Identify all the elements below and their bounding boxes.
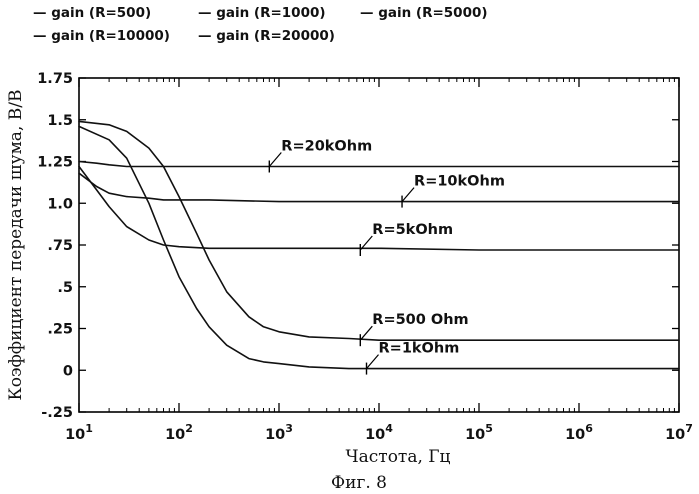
legend-entry-r10000: — gain (R=10000): [33, 28, 170, 44]
x-tick-label: 103: [265, 422, 293, 443]
legend-entry-r1000: — gain (R=1000): [198, 5, 326, 21]
y-tick-label: 1.25: [37, 155, 73, 171]
series-lines: [79, 121, 679, 368]
annotation-leader: [367, 355, 379, 369]
legend-entry-r20000: — gain (R=20000): [198, 28, 335, 44]
x-tick-label: 101: [65, 422, 93, 443]
series-line-5: [79, 162, 679, 167]
y-tick-label: 1.5: [47, 113, 73, 129]
y-tick-label: 0: [63, 363, 73, 379]
x-tick-label-exponent: 1: [85, 422, 93, 435]
annotation-label: R=500 Ohm: [372, 312, 468, 328]
x-tick-label: 107: [665, 422, 693, 443]
x-axis-title: Частота, Гц: [346, 447, 451, 467]
x-tick-label: 104: [365, 422, 393, 443]
x-tick-label: 102: [165, 422, 193, 443]
annotation-leader: [360, 326, 372, 340]
annotation-leader: [402, 188, 414, 202]
legend-entry-r5000: — gain (R=5000): [360, 5, 488, 21]
x-tick-label-base: 10: [565, 427, 585, 443]
x-tick-label-base: 10: [265, 427, 285, 443]
y-tick-label: 1.75: [37, 71, 73, 87]
y-axis-title: Коэффициент передачи шума, В/В: [6, 90, 26, 401]
x-tick-label: 106: [565, 422, 593, 443]
x-tick-label-exponent: 7: [685, 422, 693, 435]
x-tick-label-exponent: 2: [185, 422, 193, 435]
annotation-label: R=1kOhm: [379, 341, 460, 357]
legend-entry-r500: — gain (R=500): [33, 5, 151, 21]
x-tick-label-exponent: 5: [485, 422, 493, 435]
figure-caption: Фиг. 8: [331, 473, 387, 493]
x-tick-label-base: 10: [465, 427, 485, 443]
legend: — gain (R=500) — gain (R=1000) — gain (R…: [33, 5, 488, 44]
annotation-label: R=10kOhm: [414, 174, 505, 190]
x-tick-labels: 101102103104105106107: [65, 422, 693, 443]
x-tick-label-exponent: 4: [385, 422, 393, 435]
x-tick-label-exponent: 6: [585, 422, 593, 435]
x-tick-label-base: 10: [165, 427, 185, 443]
annotation-leader: [269, 153, 281, 167]
y-tick-label: 1.0: [47, 196, 73, 212]
y-tick-label: .5: [57, 280, 73, 296]
x-tick-label-exponent: 3: [285, 422, 293, 435]
annotation-label: R=5kOhm: [372, 222, 453, 238]
y-tick-label: -.25: [41, 405, 73, 421]
x-tick-label-base: 10: [65, 427, 85, 443]
x-tick-label-base: 10: [365, 427, 385, 443]
y-tick-labels: -.25 0 .25 .5 .75 1.0 1.25 1.5 1.75: [37, 71, 73, 421]
annotations: R=20kOhm R=10kOhm R=5kOhm R=500 Ohm R=1kOhm: [269, 139, 505, 375]
annotation-label: R=20kOhm: [281, 139, 372, 155]
y-tick-label: .75: [47, 238, 73, 254]
x-tick-label: 105: [465, 422, 493, 443]
y-tick-label: .25: [47, 322, 73, 338]
x-tick-label-base: 10: [665, 427, 685, 443]
